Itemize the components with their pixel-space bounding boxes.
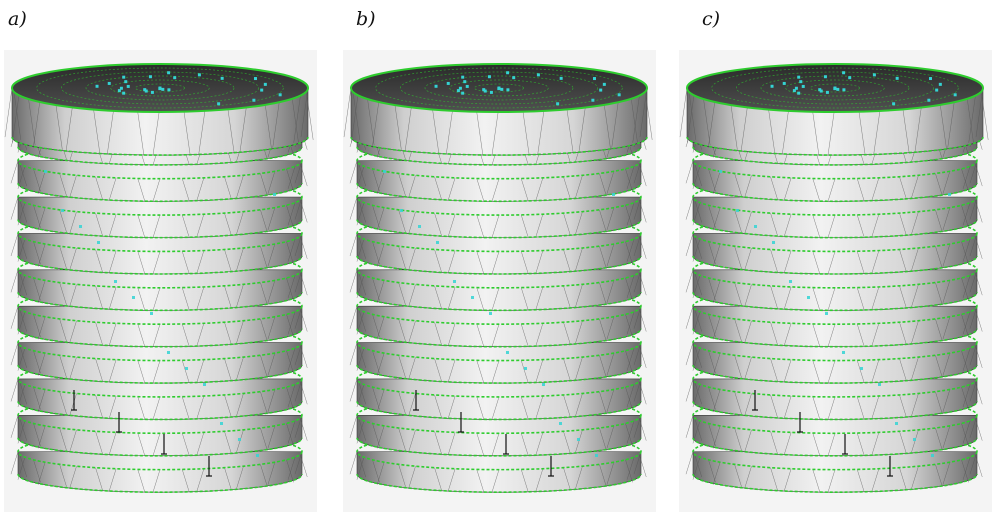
panel-label-a: a) [8,8,27,30]
fe-mesh-cylinder-icon [4,63,314,493]
fe-mesh-cylinder-icon [343,63,653,493]
mesh-panel-a [4,50,317,512]
panel-label-c: c) [702,8,721,30]
mesh-panel-b [343,50,656,512]
fe-mesh-cylinder-icon [679,63,989,493]
mesh-panel-c [679,50,992,512]
panel-label-b: b) [356,8,376,30]
